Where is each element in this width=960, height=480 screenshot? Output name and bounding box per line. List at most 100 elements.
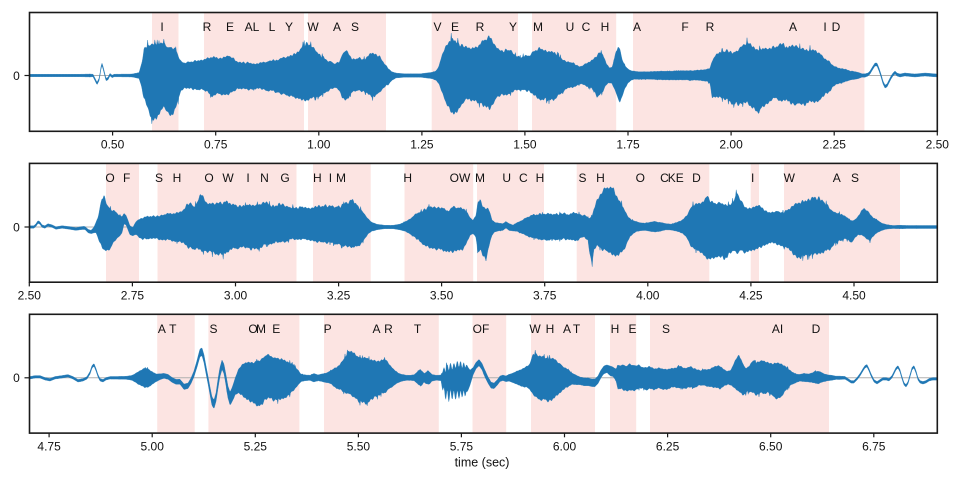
- svg-text:M: M: [533, 20, 543, 34]
- svg-text:H: H: [596, 171, 605, 185]
- svg-text:3.25: 3.25: [327, 289, 351, 303]
- svg-text:4.50: 4.50: [842, 289, 866, 303]
- svg-text:6.25: 6.25: [656, 439, 680, 453]
- svg-text:M: M: [256, 322, 266, 336]
- svg-text:5.00: 5.00: [141, 439, 165, 453]
- svg-text:0: 0: [13, 69, 20, 83]
- svg-text:C: C: [582, 20, 591, 34]
- svg-text:M: M: [475, 171, 485, 185]
- svg-text:I: I: [246, 171, 249, 185]
- svg-text:T: T: [573, 322, 581, 336]
- svg-text:C: C: [660, 171, 669, 185]
- svg-text:O: O: [636, 171, 645, 185]
- svg-text:S: S: [351, 20, 359, 34]
- svg-text:5.75: 5.75: [450, 439, 474, 453]
- svg-text:2.75: 2.75: [121, 289, 145, 303]
- svg-text:1.50: 1.50: [513, 138, 537, 152]
- svg-text:W: W: [222, 171, 234, 185]
- svg-text:S: S: [851, 171, 859, 185]
- svg-text:V: V: [433, 20, 441, 34]
- svg-text:T: T: [414, 322, 422, 336]
- svg-text:R: R: [384, 322, 393, 336]
- svg-text:0: 0: [13, 371, 20, 385]
- svg-text:4.00: 4.00: [636, 289, 660, 303]
- svg-text:D: D: [832, 20, 841, 34]
- svg-text:I: I: [823, 20, 826, 34]
- svg-text:O: O: [105, 171, 114, 185]
- svg-text:0.50: 0.50: [101, 138, 125, 152]
- svg-text:R: R: [203, 20, 212, 34]
- svg-text:S: S: [209, 322, 217, 336]
- svg-text:1.75: 1.75: [616, 138, 640, 152]
- svg-text:H: H: [313, 171, 322, 185]
- svg-text:A: A: [563, 322, 571, 336]
- svg-text:4.75: 4.75: [37, 439, 61, 453]
- svg-text:E: E: [272, 322, 280, 336]
- svg-text:2.50: 2.50: [18, 289, 42, 303]
- svg-text:H: H: [601, 20, 610, 34]
- svg-text:D: D: [692, 171, 701, 185]
- svg-text:R: R: [476, 20, 485, 34]
- svg-text:A: A: [158, 322, 166, 336]
- svg-text:AI: AI: [772, 322, 783, 336]
- svg-text:5.50: 5.50: [347, 439, 371, 453]
- svg-text:N: N: [260, 171, 269, 185]
- svg-text:F: F: [681, 20, 688, 34]
- svg-text:K: K: [668, 171, 676, 185]
- svg-text:T: T: [169, 322, 177, 336]
- svg-text:2.25: 2.25: [823, 138, 847, 152]
- svg-text:1.00: 1.00: [307, 138, 331, 152]
- svg-text:AL: AL: [245, 20, 260, 34]
- svg-text:6.75: 6.75: [862, 439, 886, 453]
- svg-text:U: U: [566, 20, 575, 34]
- svg-text:D: D: [812, 322, 821, 336]
- svg-text:H: H: [611, 322, 620, 336]
- svg-text:A: A: [833, 171, 841, 185]
- svg-text:S: S: [578, 171, 586, 185]
- svg-text:H: H: [173, 171, 182, 185]
- svg-text:Y: Y: [509, 20, 517, 34]
- svg-text:0: 0: [13, 220, 20, 234]
- svg-text:L: L: [269, 20, 276, 34]
- svg-text:3.50: 3.50: [430, 289, 454, 303]
- svg-text:2.50: 2.50: [926, 138, 950, 152]
- svg-text:E: E: [226, 20, 234, 34]
- svg-text:W: W: [529, 322, 541, 336]
- svg-text:6.50: 6.50: [759, 439, 783, 453]
- svg-text:U: U: [502, 171, 511, 185]
- svg-text:2.00: 2.00: [719, 138, 743, 152]
- svg-text:E: E: [628, 322, 636, 336]
- svg-text:A: A: [372, 322, 380, 336]
- svg-text:I: I: [751, 171, 754, 185]
- svg-text:4.25: 4.25: [739, 289, 763, 303]
- svg-text:O: O: [204, 171, 213, 185]
- svg-text:H: H: [403, 171, 412, 185]
- svg-text:H: H: [536, 171, 545, 185]
- svg-text:I: I: [160, 20, 163, 34]
- svg-text:W: W: [784, 171, 796, 185]
- svg-text:6.00: 6.00: [553, 439, 577, 453]
- svg-text:S: S: [155, 171, 163, 185]
- svg-text:3.00: 3.00: [224, 289, 248, 303]
- svg-text:F: F: [123, 171, 130, 185]
- svg-text:5.25: 5.25: [244, 439, 268, 453]
- svg-text:I: I: [329, 171, 332, 185]
- svg-text:R: R: [706, 20, 715, 34]
- svg-text:G: G: [280, 171, 289, 185]
- svg-text:3.75: 3.75: [533, 289, 557, 303]
- svg-text:0.75: 0.75: [204, 138, 228, 152]
- svg-text:A: A: [789, 20, 797, 34]
- svg-text:A: A: [633, 20, 641, 34]
- svg-text:1.25: 1.25: [410, 138, 434, 152]
- svg-text:W: W: [307, 20, 319, 34]
- svg-text:E: E: [676, 171, 684, 185]
- svg-text:M: M: [336, 171, 346, 185]
- svg-text:OW: OW: [450, 171, 471, 185]
- svg-text:E: E: [451, 20, 459, 34]
- svg-text:P: P: [324, 322, 332, 336]
- svg-text:A: A: [333, 20, 341, 34]
- svg-text:H: H: [546, 322, 555, 336]
- svg-text:time (sec): time (sec): [455, 456, 510, 470]
- svg-text:Y: Y: [285, 20, 293, 34]
- svg-text:O: O: [248, 322, 257, 336]
